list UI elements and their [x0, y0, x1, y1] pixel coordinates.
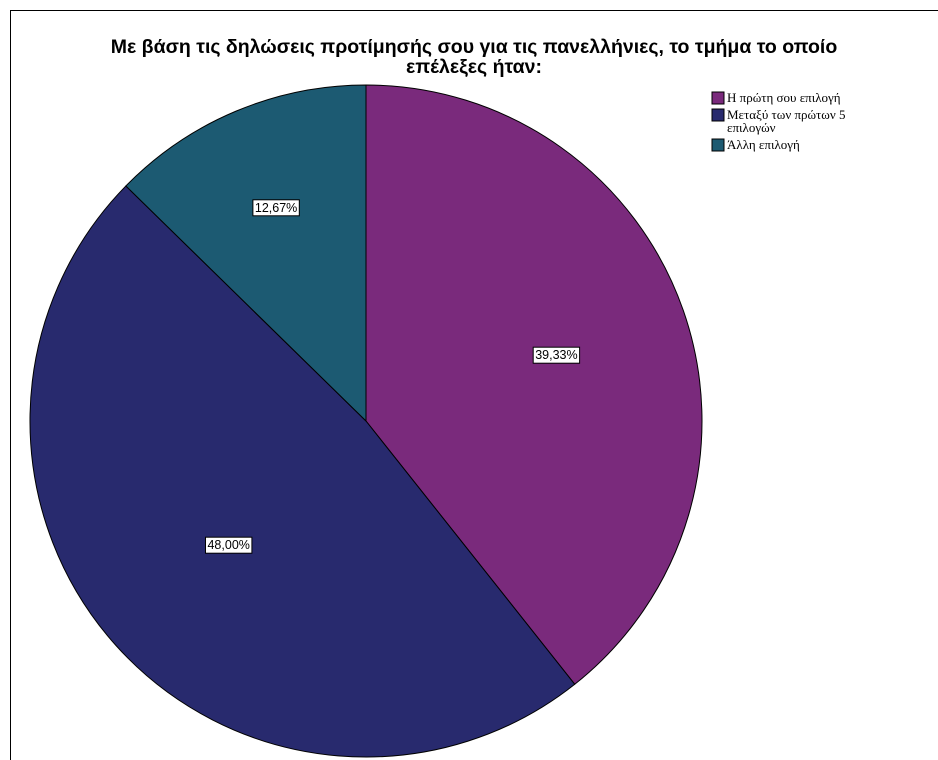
chart-frame [10, 10, 938, 760]
data-label-text: 12,67% [255, 201, 297, 215]
chart-title-line-2: επέλεξες ήταν: [406, 56, 542, 78]
pie-slice-1 [365, 84, 703, 685]
data-label-text: 48,00% [207, 538, 249, 552]
legend-label: Η πρώτη σου επιλογή [727, 90, 841, 105]
legend-item-3: Άλλη επιλογή [711, 137, 800, 152]
legend: Η πρώτη σου επιλογή Μεταξύ των πρώτων 5επ… [711, 90, 845, 152]
legend-swatch [711, 108, 725, 122]
data-label-1: 39,33% [532, 346, 581, 364]
data-label-2: 48,00% [205, 536, 253, 554]
chart-title: Με βάση τις δηλώσεις προτίμησής σου για … [111, 36, 838, 78]
legend-item-1: Η πρώτη σου επιλογή [711, 90, 841, 105]
data-labels: 39,33% 48,00% 12,67% [205, 199, 581, 554]
data-label-text: 39,33% [535, 348, 577, 362]
data-label-3: 12,67% [252, 199, 300, 217]
legend-label: επιλογών [727, 120, 776, 135]
legend-swatch [711, 91, 725, 105]
data-label-box [252, 199, 300, 217]
legend-swatch [711, 138, 725, 152]
chart-title-line-1: Με βάση τις δηλώσεις προτίμησής σου για … [111, 36, 838, 58]
pie-slice-3 [125, 84, 367, 423]
pie-slices [29, 84, 703, 758]
legend-label: Άλλη επιλογή [727, 137, 800, 152]
data-label-box [205, 536, 253, 554]
data-label-box [532, 346, 581, 364]
legend-label: Μεταξύ των πρώτων 5 [727, 107, 845, 122]
pie-slice-2 [29, 185, 576, 758]
